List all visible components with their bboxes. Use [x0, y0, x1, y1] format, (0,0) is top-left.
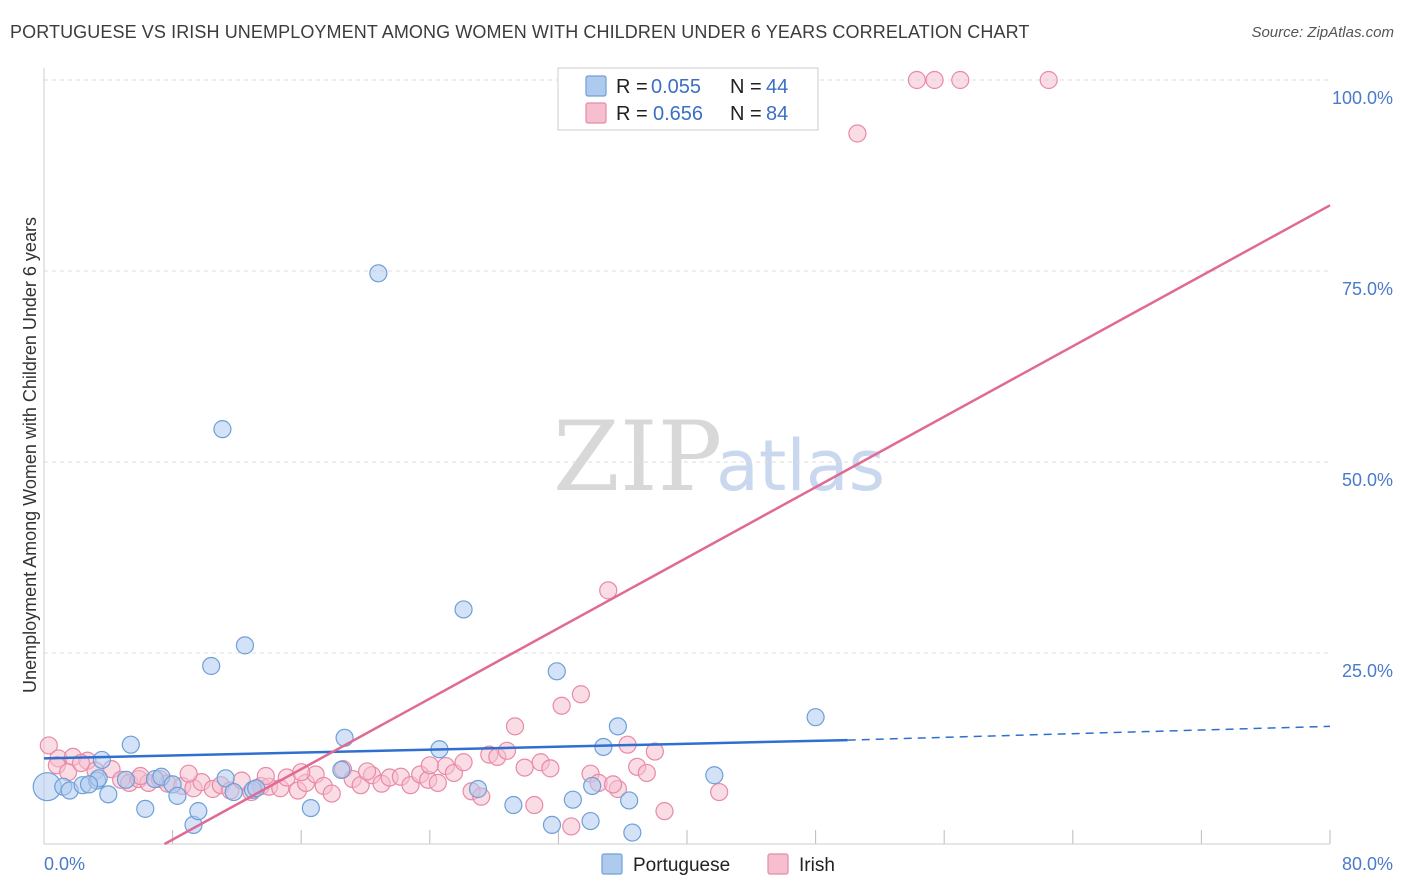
legend-n-label-portuguese: N = — [730, 76, 762, 98]
portuguese-point — [468, 779, 488, 799]
irish-point — [925, 70, 944, 90]
legend-r-label-irish: R = — [616, 103, 648, 125]
portuguese-point — [583, 776, 602, 796]
bottom-legend-swatch-portuguese — [601, 853, 623, 875]
irish-point — [655, 802, 674, 821]
irish-point — [571, 685, 591, 704]
irish-point — [710, 782, 729, 802]
portuguese-point — [213, 420, 232, 439]
series-legend: Portuguese Irish — [601, 853, 835, 876]
portuguese-point — [620, 791, 639, 810]
legend-n-label-irish: N = — [730, 103, 762, 125]
irish-point — [179, 764, 198, 783]
grid — [44, 79, 1330, 654]
irish-point — [637, 763, 656, 783]
portuguese-point — [79, 775, 99, 794]
portuguese-trend-extension — [847, 725, 1331, 741]
irish-point — [552, 696, 571, 715]
portuguese-point — [335, 728, 354, 747]
portuguese-point — [623, 823, 642, 842]
legend-r-value-irish: 0.656 — [653, 103, 703, 125]
portuguese-trend-line — [43, 738, 848, 760]
irish-point — [541, 759, 560, 778]
portuguese-point — [168, 786, 187, 805]
chart-source: Source: ZipAtlas.com — [1251, 24, 1394, 41]
portuguese-point — [235, 636, 255, 655]
bottom-legend-swatch-irish — [767, 853, 789, 875]
portuguese-point — [608, 717, 627, 736]
irish-point — [525, 795, 544, 815]
y-axis-label: Unemployment Among Women with Children U… — [20, 217, 40, 693]
portuguese-point — [454, 600, 473, 619]
x-tick-label-min: 0.0% — [44, 854, 85, 874]
y-tick-label-1: 50.0% — [1342, 470, 1393, 490]
legend-r-value-portuguese: 0.055 — [651, 76, 701, 98]
x-axis-ticks — [43, 830, 1331, 844]
watermark: ZIP atlas — [553, 401, 885, 513]
legend-n-value-portuguese: 44 — [766, 76, 788, 98]
legend-swatch-portuguese — [585, 75, 607, 97]
irish-point — [428, 773, 447, 792]
correlation-legend: R = 0.055 N = 44 R = 0.656 N = 84 — [557, 67, 819, 131]
series-irish-points — [39, 70, 1058, 836]
irish-point — [358, 762, 377, 781]
portuguese-point — [92, 750, 111, 770]
trend-lines — [43, 204, 1331, 846]
irish-point — [848, 124, 867, 143]
portuguese-point — [121, 735, 140, 754]
portuguese-point — [224, 782, 243, 802]
bottom-legend-label-irish: Irish — [799, 855, 835, 876]
portuguese-point — [189, 802, 208, 821]
portuguese-point — [216, 769, 235, 788]
irish-point — [454, 753, 473, 772]
irish-point — [505, 717, 525, 736]
irish-point — [603, 775, 623, 794]
x-tick-label-max: 80.0% — [1342, 854, 1393, 874]
chart-title: PORTUGUESE VS IRISH UNEMPLOYMENT AMONG W… — [10, 22, 1030, 42]
portuguese-point — [581, 811, 600, 831]
portuguese-point — [369, 264, 388, 283]
y-tick-label-0: 25.0% — [1342, 661, 1393, 681]
legend-n-value-irish: 84 — [766, 103, 788, 125]
legend-r-label-portuguese: R = — [616, 76, 648, 98]
y-tick-label-2: 75.0% — [1342, 279, 1393, 299]
portuguese-point — [504, 795, 523, 815]
portuguese-point — [136, 799, 155, 818]
irish-point — [322, 784, 341, 803]
irish-point — [497, 741, 517, 760]
portuguese-point — [202, 656, 221, 676]
irish-point — [39, 736, 58, 755]
watermark-atlas: atlas — [716, 425, 885, 507]
portuguese-point — [332, 760, 351, 779]
irish-point — [562, 817, 581, 836]
y-tick-label-3: 100.0% — [1332, 88, 1393, 108]
irish-point — [256, 766, 275, 786]
y-tick-labels: 25.0% 50.0% 75.0% 100.0% — [1332, 88, 1393, 681]
portuguese-point — [116, 770, 136, 789]
irish-point — [515, 758, 534, 777]
portuguese-point — [563, 790, 582, 809]
portuguese-point — [705, 766, 724, 785]
irish-point — [599, 581, 618, 600]
legend-swatch-irish — [585, 102, 607, 124]
portuguese-point — [542, 815, 562, 835]
irish-point — [951, 70, 970, 90]
irish-point — [420, 756, 439, 775]
portuguese-point — [547, 662, 566, 681]
portuguese-point — [301, 798, 320, 818]
watermark-zip: ZIP — [553, 401, 722, 513]
bottom-legend-label-portuguese: Portuguese — [633, 855, 730, 876]
irish-trend-line — [163, 204, 1331, 846]
irish-point — [645, 742, 664, 761]
series-portuguese-points — [32, 264, 825, 842]
irish-point — [1039, 70, 1058, 90]
portuguese-point — [99, 785, 118, 804]
irish-point — [907, 70, 926, 90]
portuguese-point — [806, 708, 825, 727]
